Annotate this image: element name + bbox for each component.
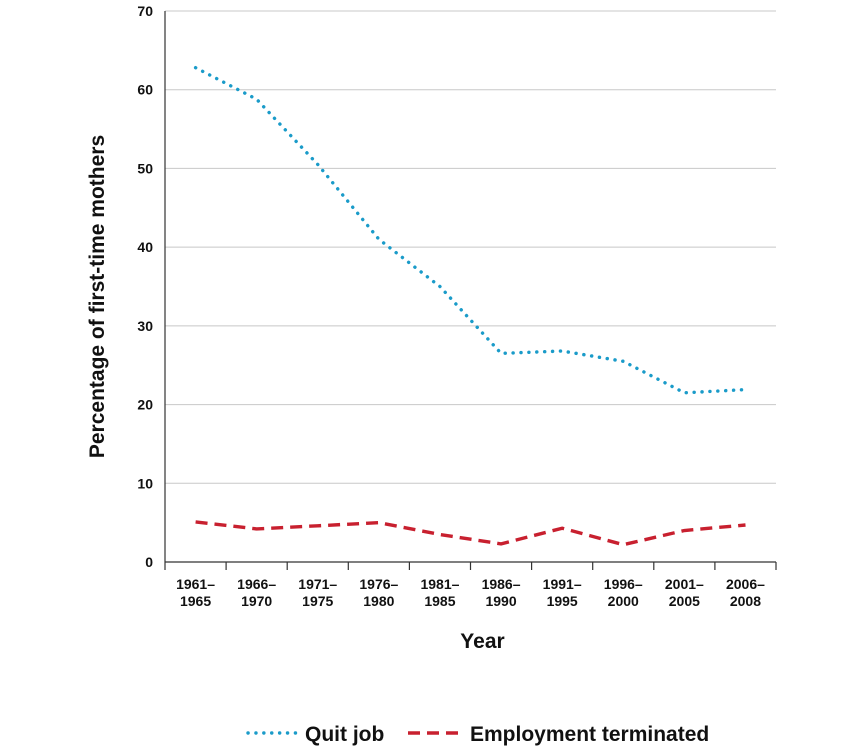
y-tick-label: 20: [137, 397, 153, 413]
x-tick-label: 1966– 1970: [237, 576, 276, 609]
x-tick-label: 1986– 1990: [482, 576, 521, 609]
axes: [164, 11, 776, 563]
x-tick-label: 1976– 1980: [359, 576, 398, 609]
series-lines: [193, 66, 748, 547]
y-tick-label: 0: [145, 554, 153, 570]
x-tick-label: 1996– 2000: [604, 576, 643, 609]
x-tick-label: 1971– 1975: [298, 576, 337, 609]
grid-lines: [165, 10, 776, 484]
legend: Quit job Employment terminated: [246, 723, 709, 746]
y-axis-title: Percentage of first-time mothers: [86, 135, 109, 458]
series-line-employment-terminated: [195, 520, 746, 547]
x-axis-title: Year: [460, 630, 504, 653]
y-tick-label: 30: [137, 318, 153, 334]
series-line-quit-job: [193, 66, 748, 395]
x-tick-label: 1961– 1965: [176, 576, 215, 609]
y-tick-label: 10: [137, 475, 153, 491]
x-tick-label: 2006– 2008: [726, 576, 765, 609]
x-tick-labels: 1961– 1965 1966– 1970 1971– 1975 1976– 1980 1981…: [164, 562, 777, 609]
y-tick-label: 60: [137, 82, 153, 98]
x-tick-label: 1981– 1985: [420, 576, 459, 609]
y-tick-labels: 0 10 20 30 40 50 60 70: [137, 3, 153, 570]
x-tick-label: 1991– 1995: [543, 576, 582, 609]
legend-label: Employment terminated: [470, 723, 709, 746]
x-tick-label: 2001– 2005: [665, 576, 704, 609]
y-tick-label: 40: [137, 239, 153, 255]
legend-label: Quit job: [305, 723, 384, 746]
y-tick-label: 50: [137, 160, 153, 176]
y-tick-label: 70: [137, 3, 153, 19]
